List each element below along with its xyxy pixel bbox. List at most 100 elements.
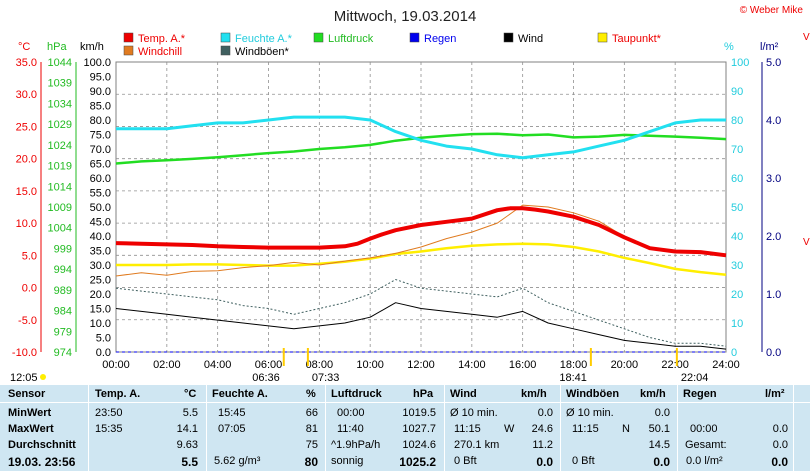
tick-label-time: 08:00 — [306, 359, 334, 371]
tick-label-time: 04:00 — [204, 359, 232, 371]
stats-header-row: Sensor Temp. A. °C Feuchte A. % Luftdruc… — [0, 388, 810, 404]
current-gust-bft: 0 Bft — [572, 455, 595, 467]
axis-unit-pct: % — [724, 41, 734, 53]
tick-label-kmh: 40.0 — [90, 231, 111, 243]
tick-label-kmh: 75.0 — [90, 130, 111, 142]
tick-label-kmh: 10.0 — [90, 318, 111, 330]
min-gust: 0.0 — [654, 407, 670, 419]
tick-label-pct: 80 — [731, 115, 743, 127]
tick-label-hpa: 1024 — [48, 140, 72, 152]
moon-phase-label: 12:05 — [10, 372, 38, 384]
chart-series — [115, 115, 727, 353]
tick-label-pct: 30 — [731, 260, 743, 272]
max-gust-time: 11:15 — [572, 423, 599, 435]
header-wind: Wind — [450, 388, 477, 400]
tick-label-time: 20:00 — [611, 359, 639, 371]
avg-rain-label: Gesamt: — [685, 439, 727, 451]
legend-label-wind: Wind — [518, 33, 543, 45]
tick-label-hpa: 984 — [54, 306, 72, 318]
tick-label-kmh: 70.0 — [90, 144, 111, 156]
current-temp: 5.5 — [181, 455, 198, 469]
min-gust-label: Ø 10 min. — [566, 407, 614, 419]
tick-label-temp: 20.0 — [16, 154, 37, 166]
tick-label-rain: 0.0 — [766, 347, 781, 359]
header-pressure-unit: hPa — [413, 388, 434, 400]
tick-label-pct: 100 — [731, 57, 749, 69]
moonrise-marker-label: 22:04 — [681, 372, 709, 384]
edge-mark-mid: V — [803, 237, 810, 248]
tick-label-kmh: 0.0 — [96, 347, 111, 359]
legend-label-temp: Temp. A.* — [138, 33, 186, 45]
tick-label-pct: 20 — [731, 289, 743, 301]
current-rain: 0.0 — [771, 455, 788, 469]
min-press-time: 00:00 — [337, 407, 365, 419]
chart-grid — [115, 61, 727, 353]
min-press: 1019.5 — [402, 407, 436, 419]
tick-label-hpa: 989 — [54, 285, 72, 297]
tick-label-kmh: 100.0 — [83, 57, 111, 69]
max-rain-time: 00:00 — [690, 423, 718, 435]
stats-current-row: 19.03. 23:56 5.5 5.62 g/m³ 80 sonnig 102… — [0, 455, 810, 471]
tick-label-kmh: 90.0 — [90, 86, 111, 98]
header-pressure: Luftdruck — [331, 388, 382, 400]
moonset-marker-label: 07:33 — [312, 372, 340, 384]
tick-label-temp: 30.0 — [16, 89, 37, 101]
axis-unit-rain: l/m² — [760, 41, 779, 53]
sun-icon — [40, 374, 46, 380]
max-rain: 0.0 — [772, 423, 788, 435]
series-wind — [115, 302, 727, 350]
tick-label-time: 22:00 — [661, 359, 689, 371]
chart-title: Mittwoch, 19.03.2014 — [334, 8, 477, 25]
tick-label-hpa: 1019 — [48, 161, 72, 173]
x-axis: 00:00 02:00 04:00 06:00 08:00 10:00 12:00 14:00… — [102, 359, 740, 371]
header-temp-unit: °C — [184, 388, 197, 400]
current-wind: 0.0 — [536, 455, 553, 469]
tick-label-time: 16:00 — [509, 359, 537, 371]
tick-label-time: 10:00 — [356, 359, 384, 371]
tick-label-kmh: 50.0 — [90, 202, 111, 214]
tick-label-pct: 70 — [731, 144, 743, 156]
tick-label-hpa: 1039 — [48, 78, 72, 90]
max-press: 1027.7 — [402, 423, 436, 435]
current-label: 19.03. 23:56 — [8, 455, 76, 469]
min-label: MinWert — [8, 407, 52, 419]
legend-swatch-humidity — [220, 32, 231, 43]
avg-rain: 0.0 — [772, 439, 788, 451]
current-press: 1025.2 — [399, 455, 436, 469]
current-press-text: sonnig — [331, 455, 364, 467]
tick-label-hpa: 1009 — [48, 202, 72, 214]
max-press-time: 11:40 — [337, 423, 364, 435]
axis-unit-kmh: km/h — [80, 41, 104, 53]
tick-label-time: 18:00 — [560, 359, 588, 371]
tick-label-kmh: 20.0 — [90, 289, 111, 301]
current-gust: 0.0 — [653, 455, 670, 469]
tick-label-kmh: 85.0 — [90, 101, 111, 113]
tick-label-pct: 40 — [731, 231, 743, 243]
tick-label-rain: 5.0 — [766, 57, 781, 69]
tick-label-rain: 3.0 — [766, 173, 781, 185]
legend-swatch-dewpoint — [597, 32, 608, 43]
tick-label-rain: 1.0 — [766, 289, 781, 301]
stats-max-row: MaxWert 15:35 14.1 07:05 81 11:40 1027.7… — [0, 423, 810, 439]
max-temp-time: 15:35 — [95, 423, 123, 435]
tick-label-rain: 4.0 — [766, 115, 781, 127]
stats-min-row: MinWert 23:50 5.5 15:45 66 00:00 1019.5 … — [0, 407, 810, 423]
tick-label-hpa: 1044 — [48, 57, 72, 69]
tick-label-kmh: 65.0 — [90, 159, 111, 171]
tick-label-temp: -10.0 — [12, 347, 37, 359]
tick-label-time: 12:00 — [407, 359, 435, 371]
tick-label-temp: 35.0 — [16, 57, 37, 69]
min-hum-time: 15:45 — [218, 407, 246, 419]
tick-label-temp: 5.0 — [22, 250, 37, 262]
avg-wind: 11.2 — [532, 439, 553, 451]
series-temp — [115, 206, 727, 258]
legend-label-windchill: Windchill — [138, 46, 182, 58]
header-rain-unit: l/m² — [765, 388, 785, 400]
current-rain-rate: 0.0 l/m² — [686, 455, 723, 467]
avg-press: 1024.6 — [402, 439, 436, 451]
tick-label-temp: 0.0 — [22, 283, 37, 295]
series-gust — [115, 279, 727, 347]
tick-label-time: 00:00 — [102, 359, 130, 371]
current-wind-bft: 0 Bft — [454, 455, 477, 467]
